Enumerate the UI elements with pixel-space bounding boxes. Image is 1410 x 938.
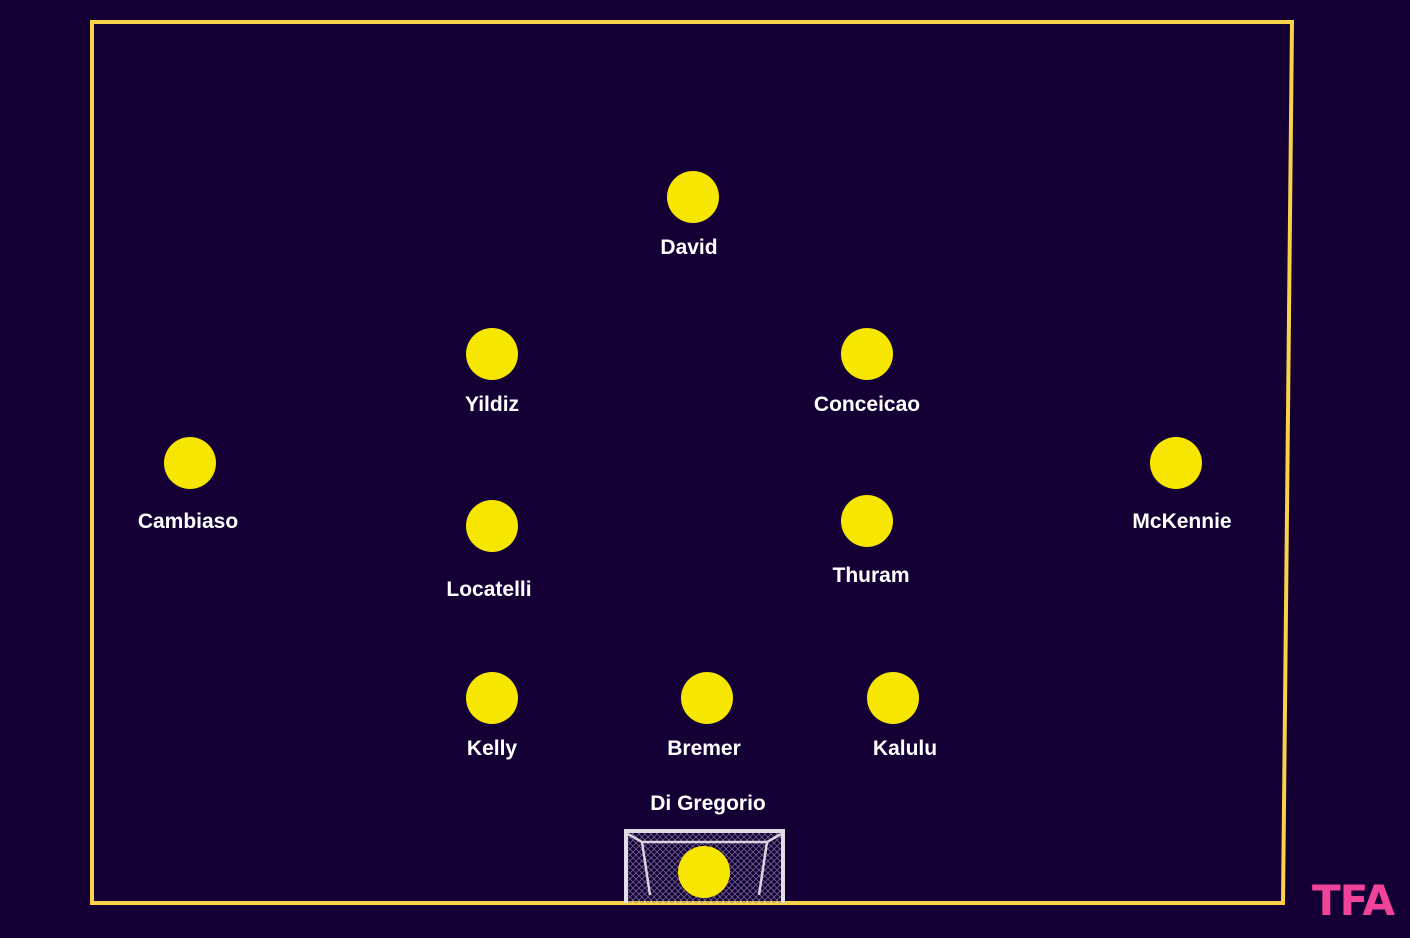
player-dot-yildiz — [466, 328, 518, 380]
player-label-thuram: Thuram — [832, 564, 910, 587]
player-dot-conceicao — [841, 328, 893, 380]
player-label-di-gregorio: Di Gregorio — [650, 792, 766, 815]
player-dot-cambiaso — [164, 437, 216, 489]
player-label-yildiz: Yildiz — [464, 393, 520, 416]
player-label-mckennie: McKennie — [1132, 510, 1232, 533]
player-dot-locatelli — [466, 500, 518, 552]
player-dot-mckennie — [1150, 437, 1202, 489]
player-label-locatelli: Locatelli — [446, 578, 532, 601]
player-dot-kelly — [466, 672, 518, 724]
player-dot-di-gregorio — [678, 846, 730, 898]
player-dot-bremer — [681, 672, 733, 724]
player-dot-david — [667, 171, 719, 223]
tfa-logo: TFA — [1312, 876, 1395, 925]
pitch-outline — [90, 20, 1295, 905]
player-label-kalulu: Kalulu — [872, 737, 938, 760]
player-label-bremer: Bremer — [667, 737, 741, 760]
player-dot-thuram — [841, 495, 893, 547]
player-dot-kalulu — [867, 672, 919, 724]
player-label-david: David — [660, 236, 718, 259]
player-label-cambiaso: Cambiaso — [137, 510, 239, 533]
player-label-kelly: Kelly — [466, 737, 518, 760]
player-label-conceicao: Conceicao — [813, 393, 921, 416]
